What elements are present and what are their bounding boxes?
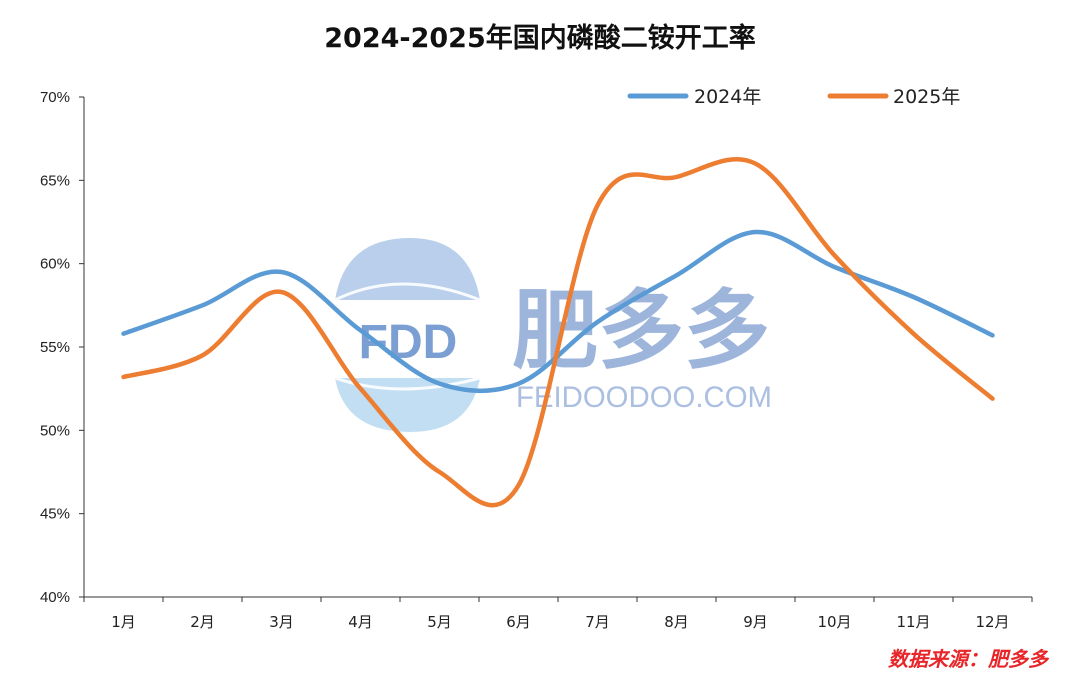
x-tick-label: 5月 (427, 613, 452, 631)
x-tick-label: 10月 (817, 613, 851, 631)
chart-title: 2024-2025年国内磷酸二铵开工率 (324, 22, 756, 54)
watermark: FDD 肥多多 FEIDOODOO.COM (334, 238, 772, 432)
watermark-logo: FDD (334, 238, 481, 432)
y-ticks: 40% 45% 50% 55% 60% 65% 70% (40, 89, 84, 606)
x-tick-label: 3月 (269, 613, 294, 631)
legend-label-2025: 2025年 (893, 86, 960, 108)
legend: 2024年 2025年 (627, 86, 960, 108)
y-tick-label: 60% (40, 256, 70, 273)
x-tick-label: 11月 (896, 613, 930, 631)
y-tick-label: 45% (40, 506, 70, 523)
x-tick-label: 6月 (506, 613, 531, 631)
x-tick-label: 12月 (975, 613, 1009, 631)
x-tick-label: 2月 (190, 613, 215, 631)
x-tick-label: 8月 (664, 613, 689, 631)
x-tick-label: 7月 (585, 613, 610, 631)
x-tick-label: 4月 (348, 613, 373, 631)
x-ticks: 1月 2月 3月 4月 5月 6月 7月 8月 9月 10月 11月 12月 (83, 597, 1033, 631)
y-tick-label: 40% (40, 589, 70, 606)
x-tick-label: 9月 (743, 613, 768, 631)
data-source: 数据来源：肥多多 (888, 647, 1050, 671)
y-tick-label: 55% (40, 339, 70, 356)
legend-label-2024: 2024年 (694, 86, 761, 108)
y-tick-label: 50% (40, 422, 70, 439)
x-tick-label: 1月 (111, 613, 136, 631)
series-line-1 (121, 157, 995, 508)
y-tick-label: 70% (40, 89, 70, 106)
series-lines (121, 157, 995, 508)
y-tick-label: 65% (40, 172, 70, 189)
watermark-name-en: FEIDOODOO.COM (516, 381, 772, 414)
